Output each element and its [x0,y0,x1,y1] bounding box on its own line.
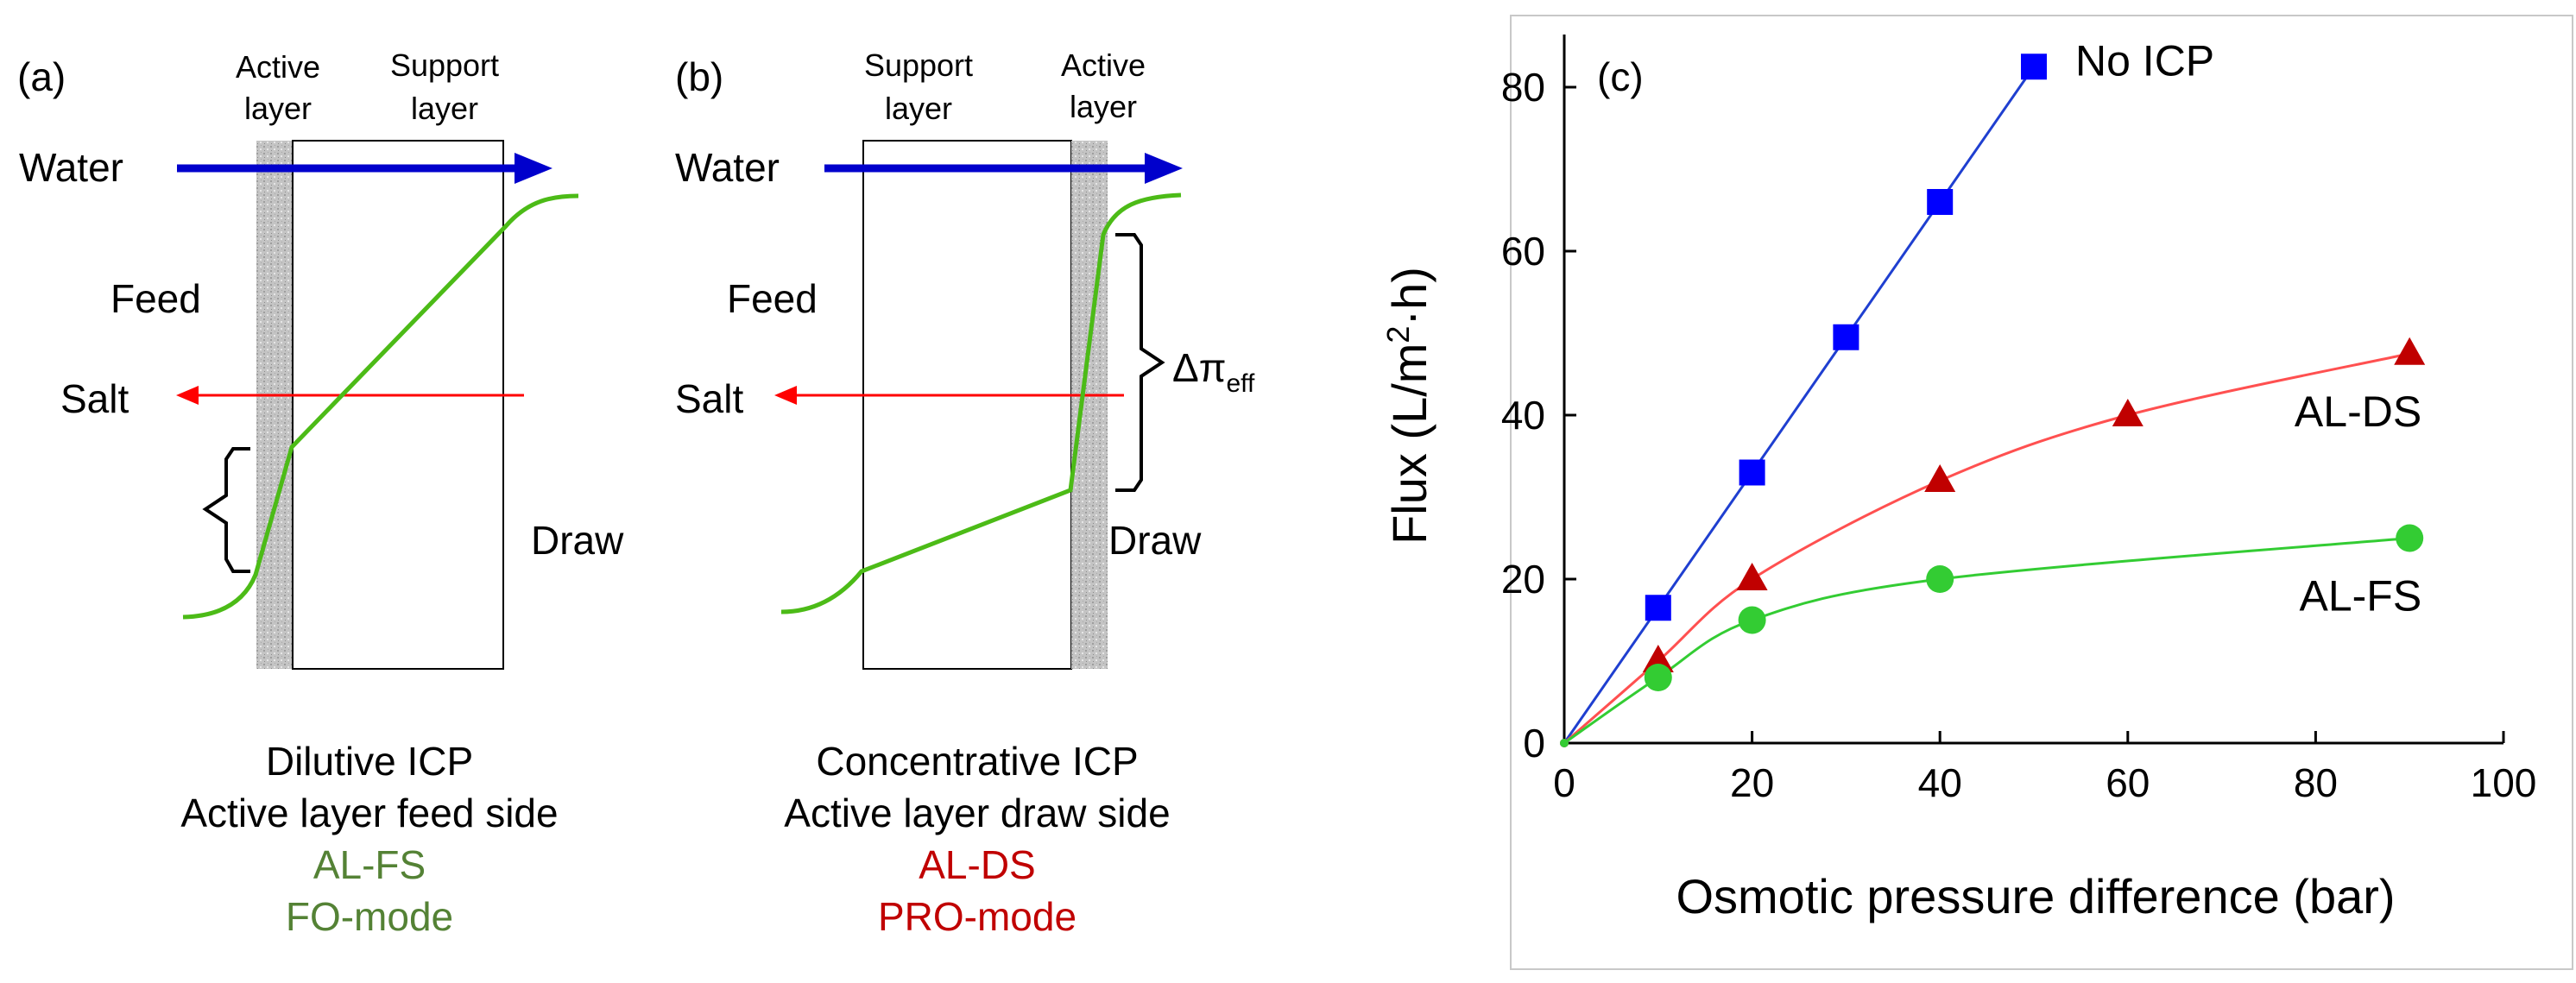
delta-pi-symbol: Δπ [1172,345,1226,390]
x-tick-label: 0 [1553,760,1575,805]
data-point-al-fs [1560,739,1569,747]
series-label-no-icp: No ICP [2075,36,2214,85]
y-tick-label: 0 [1523,721,1545,766]
panel-b-water-label: Water [675,145,780,190]
panel-a-caption-1: Dilutive ICP [266,739,473,784]
panel-b: (b) Support layer Active layer Water Fee… [675,47,1255,939]
series-line-no-icp [1563,66,2036,744]
panel-b-salt-arrowhead [774,386,797,405]
y-axis-label-tail: ·h) [1382,267,1436,325]
panel-a-support-label-line2: layer [411,91,478,126]
y-axis-label: Flux (L/m2·h) [1380,267,1436,545]
panel-a-caption-4: FO-mode [286,894,453,939]
series-line-al-fs [1563,537,2410,745]
panel-b-active-label-line2: layer [1070,89,1137,124]
data-point-al-ds [1736,563,1768,590]
x-tick-label: 60 [2106,760,2150,805]
panel-a-concentration-profile [182,193,579,620]
panel-a: (a) Active layer Support layer Water Fee… [17,47,624,939]
panel-b-caption-4: PRO-mode [878,894,1076,939]
y-tick-label: 80 [1501,65,1545,110]
panel-a-bracket [202,447,250,573]
panel-a-caption-2: Active layer feed side [180,791,558,835]
x-ticks: 0 20 40 60 80 100 [1553,731,2536,805]
panel-b-feed-label: Feed [727,276,818,321]
series-label-al-ds: AL-DS [2295,388,2421,436]
panel-c-chart: (c) 0 20 40 60 80 100 0 20 40 60 80 No ICP AL-DS AL… [1380,15,2573,970]
x-tick-label: 100 [2471,760,2537,805]
panel-a-support-layer [292,140,504,670]
delta-pi-subscript: eff [1226,369,1254,398]
panel-b-salt-label: Salt [675,376,743,421]
panel-b-caption-3: AL-DS [919,842,1035,887]
panel-b-delta-pi: Δπeff [1172,345,1255,398]
panel-a-caption-3: AL-FS [313,842,426,887]
y-axis-label-superscript: 2 [1380,326,1416,343]
x-axis-label: Osmotic pressure difference (bar) [1676,869,2395,923]
data-point-no-icp [1645,595,1671,621]
panel-a-active-layer [256,141,293,669]
x-tick-label: 20 [1730,760,1774,805]
data-point-no-icp [1927,189,1954,215]
data-point-no-icp [2021,54,2047,80]
chart-frame [1510,15,2573,970]
panel-b-support-label-line1: Support [864,47,973,83]
x-tick-label: 40 [1918,760,1962,805]
panel-a-label: (a) [17,54,66,99]
panel-b-bracket [1115,233,1165,492]
series-labels: No ICP AL-DS AL-FS [2075,36,2421,620]
data-point-al-ds [2112,399,2144,426]
data-point-al-ds [2394,337,2426,365]
data-point-al-fs [1738,606,1766,634]
panel-b-caption-2: Active layer draw side [784,791,1170,835]
panel-b-label: (b) [675,54,723,99]
panel-a-active-label-line2: layer [244,91,312,126]
panel-b-caption-1: Concentrative ICP [816,739,1138,784]
panel-b-active-label-line1: Active [1061,47,1146,83]
panel-a-water-label: Water [19,145,123,190]
panel-a-active-label-line1: Active [236,49,320,85]
panel-a-water-arrowhead [515,153,552,184]
series-lines [1563,66,2410,745]
y-tick-label: 20 [1501,557,1545,602]
y-tick-label: 60 [1501,229,1545,274]
panel-a-support-label-line1: Support [390,47,499,83]
panel-a-salt-label: Salt [60,376,129,421]
data-point-no-icp [1739,459,1765,486]
panel-b-active-layer [1071,141,1108,669]
series-label-al-fs: AL-FS [2299,572,2421,621]
data-point-al-fs [2396,524,2424,552]
data-point-no-icp [1833,324,1859,350]
panel-a-salt-arrowhead [176,386,199,405]
panel-b-draw-label: Draw [1108,518,1202,563]
panel-b-support-label-line2: layer [885,91,952,126]
data-point-al-fs [1926,565,1954,593]
data-point-al-ds [1924,464,1956,492]
y-ticks: 0 20 40 60 80 [1501,65,1576,766]
data-point-al-ds [1642,645,1674,672]
panel-b-support-layer [862,140,1072,670]
panel-a-draw-label: Draw [531,518,624,563]
panel-a-feed-label: Feed [110,276,201,321]
x-tick-label: 80 [2294,760,2338,805]
series-markers [1560,54,2426,747]
panel-b-concentration-profile [780,192,1182,614]
chart-panel-label: (c) [1597,54,1644,99]
panel-b-water-arrowhead [1145,153,1183,184]
y-tick-label: 40 [1501,393,1545,438]
data-point-al-fs [1644,664,1672,691]
